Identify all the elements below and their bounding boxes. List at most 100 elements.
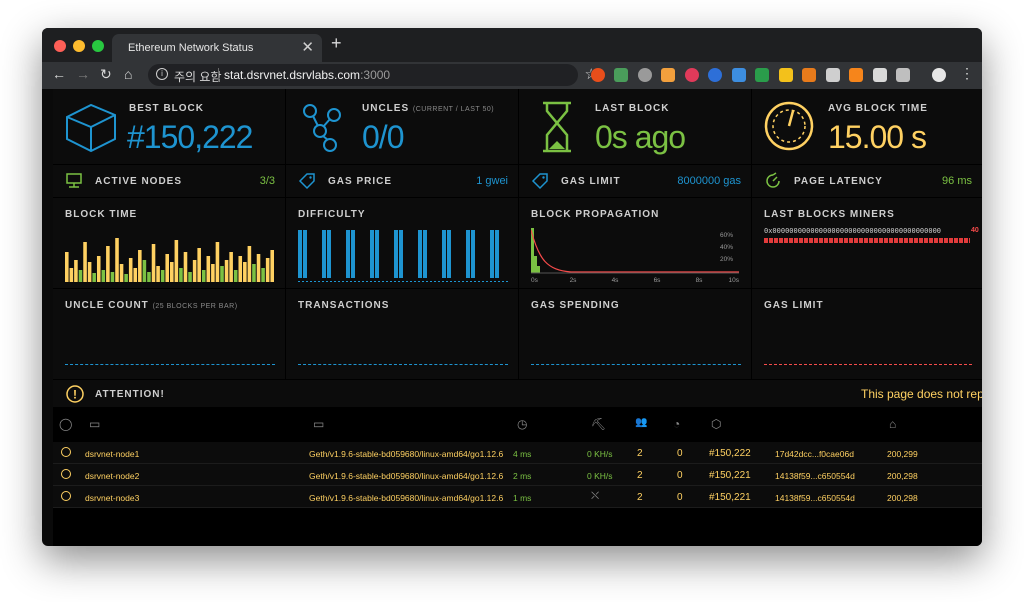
block-time-bar: [142, 260, 147, 282]
minimize-window-button[interactable]: [73, 40, 85, 52]
new-tab-button[interactable]: +: [331, 33, 342, 53]
node-pending: 0: [677, 492, 683, 503]
table-row[interactable]: dsrvnet-node3 Geth/v1.9.6-stable-bd05968…: [53, 486, 982, 508]
block-time-bar: [247, 246, 252, 282]
monitor-icon: [66, 173, 82, 188]
pickaxe-icon[interactable]: ⛏: [591, 417, 607, 431]
extension-icon-6[interactable]: [708, 68, 722, 82]
dashboard: BEST BLOCK #150,222 UNCLES (CURRENT / LA…: [53, 89, 982, 546]
avg-block-time-value: 15.00 s: [828, 119, 927, 155]
tag-icon: [531, 173, 548, 190]
gas-limit-chart-label: GAS LIMIT: [764, 300, 824, 311]
reload-icon[interactable]: ↻: [100, 66, 112, 82]
browser-tab[interactable]: Ethereum Network Status ✕: [112, 34, 322, 62]
transactions-baseline: [298, 364, 508, 365]
extension-icon-9[interactable]: [779, 68, 793, 82]
propagation-bar: [531, 228, 534, 273]
gas-limit-label: GAS LIMIT: [561, 176, 621, 187]
node-name-icon[interactable]: ▭: [89, 417, 101, 431]
extension-icon-5[interactable]: [685, 68, 699, 82]
uncles-sub-label: (CURRENT / LAST 50): [412, 106, 495, 113]
gas-limit-chart-panel: GAS LIMIT: [752, 289, 982, 379]
extension-icon-2[interactable]: [614, 68, 628, 82]
difficulty-bar: [495, 230, 499, 278]
block-time-bar: [252, 264, 256, 282]
home-icon[interactable]: ⌂: [124, 66, 133, 82]
maximize-window-button[interactable]: [92, 40, 104, 52]
extension-icon-13[interactable]: [873, 68, 887, 82]
pending-icon[interactable]: ◔: [673, 417, 681, 431]
address-bar[interactable]: i 주의 요함 stat.dsrvnet.dsrvlabs.com:3000 ☆: [148, 64, 598, 86]
svg-text:!: !: [73, 388, 77, 402]
block-propagation-panel: BLOCK PROPAGATION 60% 40% 20% 0s 2s 4s 6…: [519, 198, 751, 288]
node-difficulty: 200,298: [887, 493, 918, 503]
miner-block-count: 40: [971, 227, 979, 234]
block-time-bar: [265, 258, 270, 282]
table-row[interactable]: dsrvnet-node1 Geth/v1.9.6-stable-bd05968…: [53, 442, 982, 464]
gas-spending-panel: GAS SPENDING: [519, 289, 751, 379]
extension-icon-8[interactable]: [755, 68, 769, 82]
block-time-bar: [138, 250, 142, 282]
browser-menu-icon[interactable]: ⋮: [960, 65, 974, 81]
close-window-button[interactable]: [54, 40, 66, 52]
gas-limit-value: 8000000 gas: [677, 175, 741, 187]
node-block-hash: 17d42dcc...f0cae06d: [775, 449, 854, 459]
extension-icon-14[interactable]: [896, 68, 910, 82]
block-time-chart: [65, 238, 274, 282]
last-block-panel: LAST BLOCK 0s ago: [519, 89, 751, 164]
cube-icon: [66, 103, 116, 153]
node-latency: 4 ms: [513, 449, 532, 459]
difficulty-bar: [442, 230, 446, 278]
status-circle-icon: [61, 491, 71, 501]
security-label: 주의 요함: [174, 70, 222, 84]
active-nodes-label: ACTIVE NODES: [95, 176, 183, 187]
metamask-icon[interactable]: [849, 68, 863, 82]
node-name: dsrvnet-node1: [85, 449, 140, 459]
peers-icon[interactable]: 👥: [635, 417, 648, 428]
url-host: stat.dsrvnet.dsrvlabs.com: [224, 68, 361, 82]
url-text[interactable]: stat.dsrvnet.dsrvlabs.com:3000: [224, 68, 390, 82]
extension-icon-3[interactable]: [638, 68, 652, 82]
forward-icon[interactable]: →: [76, 66, 90, 82]
client-icon[interactable]: ▭: [313, 417, 325, 431]
difficulty-bar: [423, 230, 427, 278]
info-icon[interactable]: i: [156, 68, 168, 80]
block-time-bar: [151, 244, 156, 282]
node-block: #150,222: [709, 448, 751, 459]
node-block-hash: 14138f59...c650554d: [775, 493, 855, 503]
block-time-bar: [256, 254, 261, 282]
node-peers: 2: [637, 448, 643, 459]
extension-icon-1[interactable]: [591, 68, 605, 82]
propagation-curve: [531, 229, 739, 273]
uncles-value: 0/0: [362, 119, 404, 155]
extension-icon-7[interactable]: [732, 68, 746, 82]
uncles-label: UNCLES (CURRENT / LAST 50): [362, 103, 494, 114]
gauge-icon: [764, 101, 814, 151]
table-row[interactable]: dsrvnet-node2 Geth/v1.9.6-stable-bd05968…: [53, 464, 982, 486]
check-circle-icon[interactable]: ◯: [59, 417, 73, 431]
difficulty-tag-icon[interactable]: ⌂: [889, 417, 897, 431]
back-icon[interactable]: ←: [52, 66, 66, 82]
node-block: #150,221: [709, 492, 751, 503]
difficulty-bar: [447, 230, 451, 278]
node-name: dsrvnet-node2: [85, 471, 140, 481]
block-time-bar: [192, 260, 197, 282]
block-time-bar: [160, 270, 165, 282]
latency-icon[interactable]: ◷: [517, 417, 528, 431]
profile-avatar[interactable]: [932, 68, 946, 82]
extension-icon-10[interactable]: [802, 68, 816, 82]
avg-block-time-label: AVG BLOCK TIME: [828, 103, 928, 114]
warning-icon: !: [66, 385, 84, 403]
transactions-label: TRANSACTIONS: [298, 300, 390, 311]
propagation-bar: [537, 266, 540, 273]
last-block-value: 0s ago: [595, 119, 686, 155]
block-cube-icon[interactable]: ⬡: [711, 417, 722, 431]
difficulty-bar: [471, 230, 475, 278]
extension-icon-4[interactable]: [661, 68, 675, 82]
tab-close-icon[interactable]: ✕: [301, 39, 314, 56]
node-latency: 1 ms: [513, 493, 532, 503]
difficulty-bar: [375, 230, 379, 278]
extension-icon-11[interactable]: [826, 68, 840, 82]
page-latency-panel: PAGE LATENCY 96 ms: [752, 165, 982, 197]
node-peers: 2: [637, 492, 643, 503]
